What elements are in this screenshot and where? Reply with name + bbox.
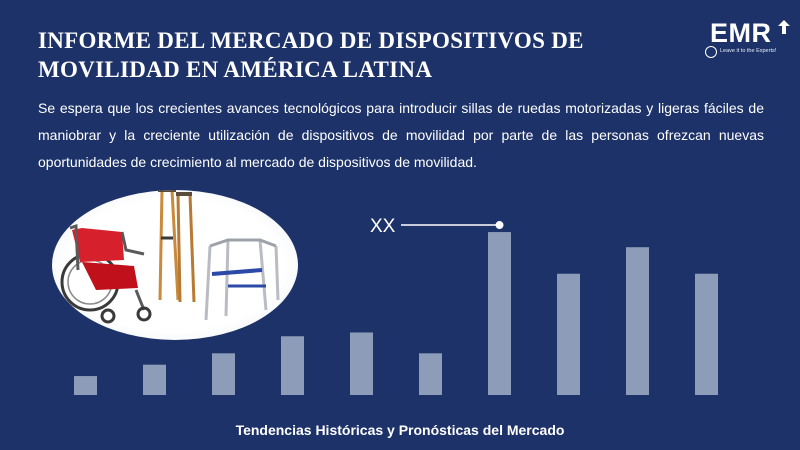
bar-4 xyxy=(281,336,304,395)
logo-ring-icon xyxy=(705,46,717,58)
annotation-marker xyxy=(495,221,504,230)
logo-text: EMR xyxy=(710,18,772,48)
wheelchair-icon xyxy=(60,223,152,324)
bar-1 xyxy=(74,376,97,395)
mobility-devices-illustration xyxy=(60,190,280,324)
bar-2 xyxy=(143,364,166,395)
bar-10 xyxy=(695,273,718,395)
upward-arrow-icon xyxy=(778,20,790,34)
logo-tagline: Leave it to the Experts! xyxy=(720,48,777,54)
emr-logo[interactable]: EMR Leave it to the Experts! xyxy=(702,18,790,62)
description-text: Se espera que los crecientes avances tec… xyxy=(38,100,764,170)
bar-8 xyxy=(557,273,580,395)
bar-9 xyxy=(626,247,649,395)
chart-footer-caption: Tendencias Históricas y Pronósticas del … xyxy=(235,422,565,438)
crutches-icon xyxy=(158,190,196,303)
bar-5 xyxy=(350,332,373,395)
wheelchair-crutches-walker-image xyxy=(52,190,298,340)
title-line-2: MOVILIDAD EN AMÉRICA LATINA xyxy=(38,57,433,82)
bar-3 xyxy=(212,353,235,395)
walker-icon xyxy=(204,238,280,321)
bar-7 xyxy=(488,232,511,395)
bar-6 xyxy=(419,353,442,395)
page-title: INFORME DEL MERCADO DE DISPOSITIVOS DE M… xyxy=(38,26,678,84)
annotation-label: XX xyxy=(370,216,396,237)
title-line-1: INFORME DEL MERCADO DE DISPOSITIVOS DE xyxy=(38,28,584,53)
